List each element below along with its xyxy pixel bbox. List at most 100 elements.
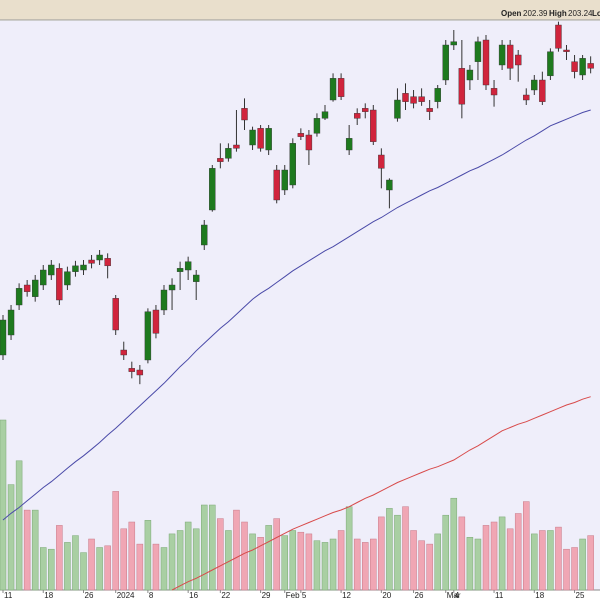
volume-bar <box>498 516 506 591</box>
volume-bar <box>434 533 441 591</box>
candle-body <box>458 68 466 105</box>
volume-bar <box>305 533 313 591</box>
header-value: 202.39 <box>523 9 548 18</box>
volume-bar <box>7 484 15 591</box>
volume-bar <box>362 542 369 591</box>
volume-bar <box>88 538 95 591</box>
volume-bar <box>201 504 208 591</box>
candle-body <box>257 128 264 149</box>
volume-bar <box>514 513 522 591</box>
x-tick-label: 26 <box>85 591 94 600</box>
volume-bar <box>168 533 176 591</box>
candle-body <box>482 39 490 86</box>
volume-bar <box>15 460 23 591</box>
candle-body <box>201 224 208 246</box>
volume-bar <box>378 516 385 591</box>
candle-body <box>241 108 248 121</box>
volume-bar <box>23 509 31 591</box>
candle-body <box>120 349 127 356</box>
volume-bar <box>209 504 216 591</box>
volume-bar <box>482 525 490 591</box>
x-tick-label: 5 <box>302 591 307 600</box>
candle-body <box>321 111 329 119</box>
x-tick-label: 2024 <box>117 591 135 600</box>
volume-bar <box>410 530 417 591</box>
candle-body <box>297 133 305 137</box>
candle-body <box>370 109 377 142</box>
candle-body <box>313 118 321 134</box>
volume-bar <box>273 518 280 591</box>
candle-body <box>233 144 240 149</box>
candle-body <box>418 96 425 102</box>
volume-bar <box>176 530 184 591</box>
candle-body <box>378 154 385 169</box>
x-tick-label: 22 <box>221 591 230 600</box>
candle-body <box>402 93 409 102</box>
volume-bar <box>523 501 530 591</box>
candle-body <box>176 268 184 272</box>
volume-bar <box>297 531 305 591</box>
volume-bar <box>241 521 248 591</box>
candle-body <box>345 138 353 151</box>
candle-body <box>354 113 361 119</box>
volume-bar <box>418 540 425 591</box>
candle-body <box>515 54 522 66</box>
candle-body <box>152 309 160 334</box>
moving-average <box>171 396 591 591</box>
candle-body <box>64 271 71 286</box>
volume-bar <box>104 545 111 591</box>
candle-body <box>579 58 586 76</box>
candle-body <box>112 298 119 331</box>
candle-body <box>104 258 111 267</box>
candle-body <box>281 169 288 191</box>
volume-bar <box>394 514 401 591</box>
volume-bar <box>370 538 377 591</box>
header-value: 203.24 <box>568 9 593 18</box>
x-tick-label: Mar <box>447 591 461 600</box>
volume-bar <box>0 419 7 591</box>
volume-bar <box>128 521 136 591</box>
candle-body <box>498 44 506 66</box>
candle-body <box>466 69 474 81</box>
candle-body <box>523 94 530 101</box>
candle-body <box>72 265 79 272</box>
x-tick-label: 12 <box>342 591 351 600</box>
candle-body <box>265 128 272 151</box>
candle-body <box>0 319 7 356</box>
volume-bar <box>353 538 361 591</box>
x-tick-label: 18 <box>44 591 53 600</box>
volume-bar <box>160 547 168 591</box>
volume-bar <box>571 547 578 591</box>
candle-body <box>217 158 224 162</box>
volume-bar <box>48 548 55 591</box>
candle-body <box>48 264 55 276</box>
x-tick-label: 18 <box>535 591 544 600</box>
header-label: Lo <box>592 9 600 18</box>
volume-bar <box>265 525 272 591</box>
volume-bar <box>579 538 586 591</box>
x-tick-label: Feb <box>286 591 300 600</box>
volume-bar <box>506 528 514 591</box>
candle-body <box>249 129 256 146</box>
volume-bar <box>136 543 144 591</box>
candle-body <box>168 284 176 291</box>
x-tick-label: 20 <box>382 591 391 600</box>
volume-bar <box>450 497 458 591</box>
candle-body <box>192 274 200 282</box>
volume-bar <box>402 506 409 591</box>
volume-bar <box>474 538 482 591</box>
candle-body <box>450 41 457 46</box>
candle-body <box>80 264 87 271</box>
candle-body <box>56 268 63 301</box>
candle-body <box>289 143 296 186</box>
candle-body <box>547 51 554 77</box>
candle-body <box>426 108 433 112</box>
volume-bar <box>337 530 345 591</box>
header-label: Open <box>501 9 522 18</box>
volume-bar <box>345 506 353 591</box>
candle-body <box>434 88 441 102</box>
candle-body <box>474 41 482 62</box>
candle-body <box>160 289 168 311</box>
candle-body <box>442 44 449 81</box>
